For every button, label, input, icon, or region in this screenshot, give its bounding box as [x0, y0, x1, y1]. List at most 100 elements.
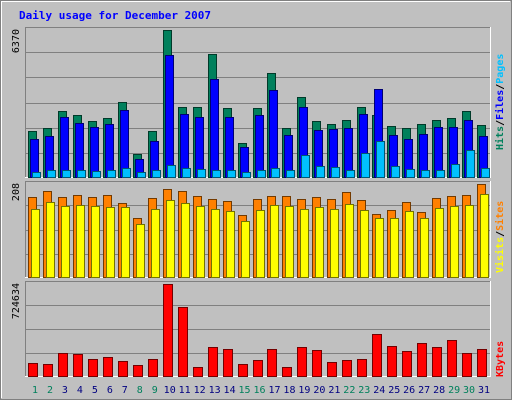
bar-pages-day-30 [466, 150, 475, 178]
bar-kbytes-day-19 [297, 347, 307, 377]
legend-entry: / [495, 84, 506, 90]
bar-files-day-6 [105, 124, 114, 178]
bar-kbytes-day-10 [163, 284, 173, 377]
bar-pages-day-6 [107, 170, 116, 178]
bar-pages-day-22 [346, 170, 355, 178]
bar-kbytes-day-12 [193, 367, 203, 377]
bar-files-day-1 [30, 139, 39, 178]
bar-pages-day-8 [137, 172, 146, 178]
bar-pages-day-11 [182, 168, 191, 178]
bar-visits-day-17 [270, 205, 279, 278]
bar-kbytes-day-18 [282, 367, 292, 377]
bar-visits-day-13 [211, 209, 220, 278]
bar-kbytes-day-22 [342, 360, 352, 377]
bar-pages-day-27 [421, 170, 430, 178]
bar-kbytes-day-5 [88, 359, 98, 377]
bar-visits-day-10 [166, 200, 175, 278]
x-tick-label-day-26: 26 [403, 385, 415, 396]
bar-kbytes-day-9 [148, 359, 158, 377]
legend-entry: Visits [494, 237, 506, 273]
bar-kbytes-day-24 [372, 334, 382, 377]
x-tick-label-day-19: 19 [298, 385, 310, 396]
x-tick-label-day-27: 27 [418, 385, 430, 396]
y-axis-max-label: 724634 [11, 283, 22, 319]
bar-pages-day-29 [451, 164, 460, 178]
bar-kbytes-day-20 [312, 350, 322, 377]
bar-pages-day-10 [167, 165, 176, 178]
x-tick-label-day-13: 13 [209, 385, 221, 396]
chart-title: Daily usage for December 2007 [19, 9, 211, 22]
bar-visits-day-3 [61, 206, 70, 278]
x-tick-label-day-24: 24 [373, 385, 385, 396]
bar-kbytes-day-27 [417, 343, 427, 377]
bar-visits-day-24 [375, 218, 384, 278]
bar-pages-day-19 [301, 155, 310, 178]
bar-pages-day-24 [376, 141, 385, 178]
bar-visits-day-7 [121, 207, 130, 278]
x-tick-label-day-9: 9 [152, 385, 158, 396]
bar-kbytes-day-1 [28, 363, 38, 377]
x-tick-label-day-2: 2 [47, 385, 53, 396]
x-tick-label-day-6: 6 [107, 385, 113, 396]
x-tick-label-day-7: 7 [122, 385, 128, 396]
bar-visits-day-23 [360, 210, 369, 278]
bar-pages-day-31 [481, 168, 490, 178]
bar-pages-day-1 [32, 172, 41, 178]
bar-kbytes-day-4 [73, 354, 83, 377]
x-tick-label-day-18: 18 [283, 385, 295, 396]
bar-pages-day-26 [406, 169, 415, 178]
bar-pages-day-3 [62, 170, 71, 178]
bar-pages-day-2 [47, 170, 56, 178]
x-tick-label-day-14: 14 [224, 385, 236, 396]
bar-visits-day-16 [256, 210, 265, 278]
bar-pages-day-5 [92, 171, 101, 178]
bar-kbytes-day-3 [58, 353, 68, 377]
bar-kbytes-day-23 [357, 359, 367, 377]
x-tick-label-day-28: 28 [433, 385, 445, 396]
bar-files-day-13 [210, 79, 219, 178]
bar-visits-day-20 [315, 207, 324, 278]
bar-kbytes-day-2 [43, 364, 53, 377]
series-pages [32, 141, 490, 178]
bar-visits-day-14 [226, 211, 235, 278]
bar-kbytes-day-8 [133, 365, 143, 377]
bar-visits-day-30 [465, 205, 474, 278]
bar-visits-day-19 [300, 209, 309, 278]
bar-kbytes-day-26 [402, 351, 412, 377]
bar-pages-day-21 [331, 167, 340, 178]
bar-kbytes-day-30 [462, 353, 472, 377]
bar-pages-day-14 [227, 170, 236, 178]
legend-visits_sites: Visits/Sites [494, 201, 506, 273]
bar-files-day-14 [225, 117, 234, 178]
bar-visits-day-31 [480, 194, 489, 278]
bar-visits-day-11 [181, 203, 190, 278]
x-tick-label-day-25: 25 [388, 385, 400, 396]
bar-visits-day-22 [345, 204, 354, 278]
bar-pages-day-9 [152, 170, 161, 178]
bar-visits-day-26 [405, 211, 414, 278]
x-tick-label-day-31: 31 [478, 385, 490, 396]
bar-pages-day-17 [271, 168, 280, 178]
x-tick-label-day-22: 22 [343, 385, 355, 396]
bar-kbytes-day-6 [103, 357, 113, 377]
x-tick-label-day-21: 21 [328, 385, 340, 396]
bar-visits-day-4 [76, 205, 85, 278]
bar-visits-day-28 [435, 208, 444, 278]
bar-kbytes-day-7 [118, 361, 128, 377]
bar-files-day-5 [90, 127, 99, 178]
bar-visits-day-27 [420, 218, 429, 278]
bar-files-day-17 [269, 90, 278, 178]
x-tick-label-day-11: 11 [179, 385, 191, 396]
bar-files-day-3 [60, 117, 69, 178]
x-tick-label-day-30: 30 [463, 385, 475, 396]
x-tick-label-day-10: 10 [164, 385, 176, 396]
panel-kbytes: 724634 KBytes [11, 281, 506, 377]
bar-visits-day-8 [136, 224, 145, 278]
bar-pages-day-28 [436, 170, 445, 178]
x-tick-label-day-1: 1 [32, 385, 38, 396]
bar-kbytes-day-21 [327, 362, 337, 377]
x-tick-label-day-20: 20 [313, 385, 325, 396]
bar-pages-day-4 [77, 170, 86, 178]
series-visits [31, 194, 489, 278]
bar-pages-day-13 [212, 170, 221, 178]
